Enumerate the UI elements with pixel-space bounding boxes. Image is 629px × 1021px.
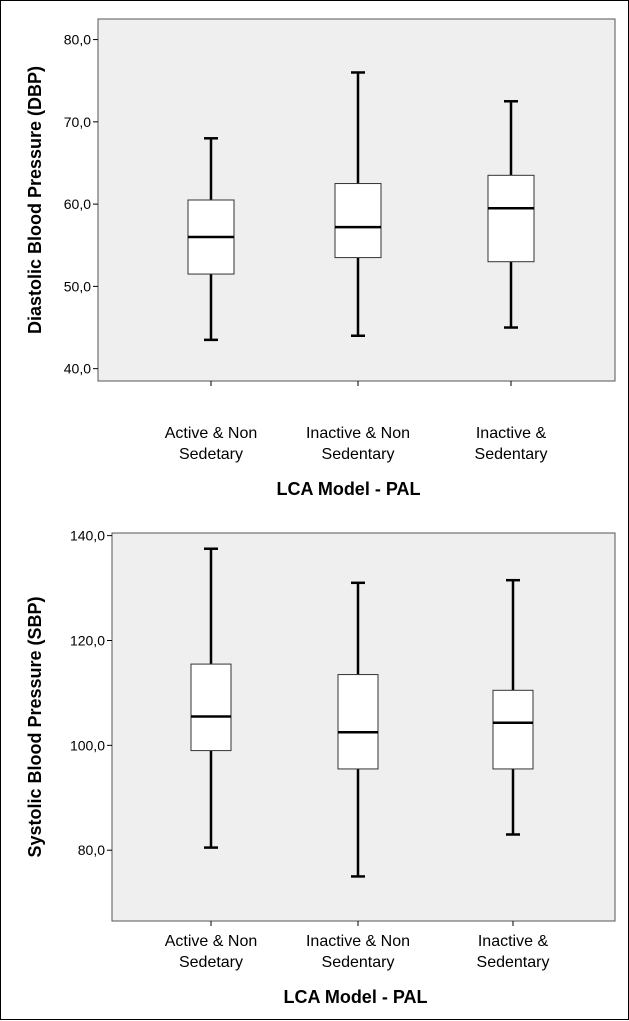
category-label: Sedentary <box>475 446 548 463</box>
iqr-box <box>190 663 232 752</box>
y-tick-label: 70,0 <box>64 114 91 130</box>
category-label: Sedetary <box>179 954 243 971</box>
category-label: Inactive & <box>476 425 547 442</box>
y-axis-title: Systolic Blood Pressure (SBP) <box>25 596 45 857</box>
iqr-box <box>337 674 379 770</box>
category-label: Inactive & Non <box>306 425 410 442</box>
category-label: Active & Non <box>165 425 257 442</box>
box-series-2 <box>334 71 382 337</box>
box-series-2 <box>337 581 379 878</box>
box-series-1 <box>190 547 232 849</box>
category-label: Active & Non <box>165 933 257 950</box>
chart-panel-1: 40,0 50,0 60,0 70,0 80,0 Active & Non Sedetary… <box>25 18 616 499</box>
category-label: Sedentary <box>322 446 395 463</box>
x-axis-title: LCA Model - PAL <box>284 987 428 1007</box>
category-label: Inactive & Non <box>306 933 410 950</box>
y-tick-label: 120,0 <box>70 632 105 648</box>
y-tick-label: 80,0 <box>64 32 91 48</box>
x-axis-title: LCA Model - PAL <box>277 479 421 499</box>
category-label: Sedetary <box>179 446 243 463</box>
y-tick-label: 100,0 <box>70 737 105 753</box>
iqr-box <box>487 174 535 263</box>
category-label: Sedentary <box>477 954 550 971</box>
y-tick-label: 80,0 <box>78 842 105 858</box>
box-series-3 <box>487 100 535 329</box>
y-tick-label: 60,0 <box>64 196 91 212</box>
y-tick-label: 140,0 <box>70 528 105 544</box>
y-tick-label: 40,0 <box>64 361 91 377</box>
iqr-box <box>492 689 534 770</box>
y-tick-label: 50,0 <box>64 278 91 294</box>
box-series-1 <box>187 137 235 342</box>
y-axis-title: Diastolic Blood Pressure (DBP) <box>25 66 45 334</box>
iqr-box <box>334 183 382 259</box>
box-series-3 <box>492 578 534 836</box>
category-label: Inactive & <box>478 933 549 950</box>
category-label: Sedentary <box>322 954 395 971</box>
chart-panel-2: 80,0 100,0 120,0 140,0 Active & Non Sedetary I… <box>25 528 616 1007</box>
